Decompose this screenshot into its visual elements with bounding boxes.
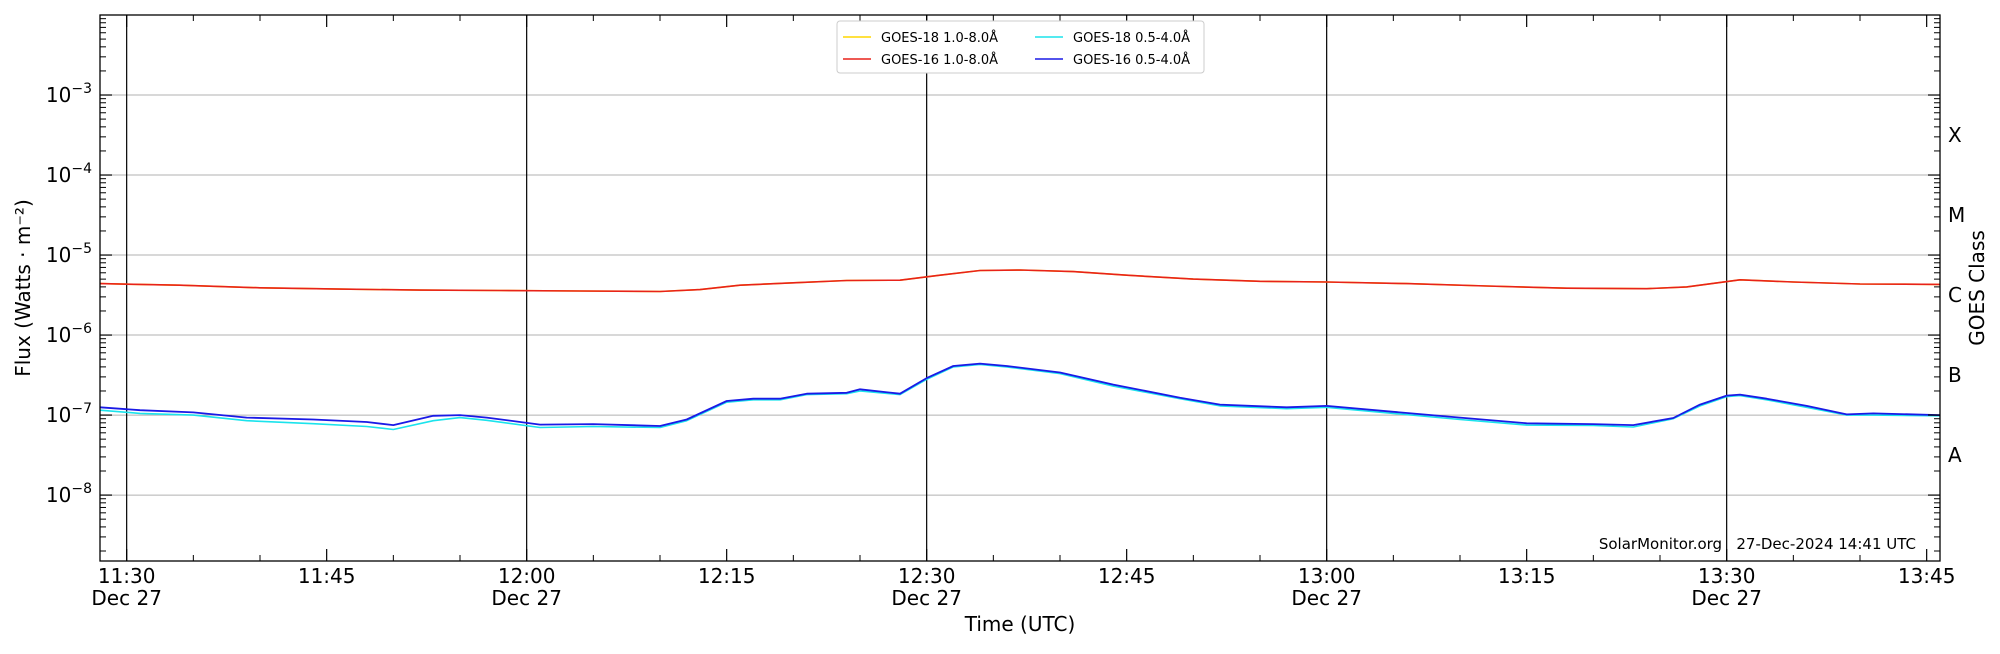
- x-tick-date-label: Dec 27: [1691, 586, 1762, 610]
- x-tick-label: 12:00: [498, 564, 556, 588]
- legend: GOES-18 1.0-8.0Å GOES-16 1.0-8.0Å GOES-18 …: [836, 20, 1205, 74]
- x-tick-label: 11:30: [98, 564, 156, 588]
- vertical-lines-layer: [126, 15, 1728, 561]
- x-axis-label: Time (UTC): [964, 612, 1076, 636]
- grid-layer: [100, 94, 1940, 496]
- y-tick-label: 10−6: [46, 321, 92, 347]
- x-tick-date-label: Dec 27: [91, 586, 162, 610]
- x-tick-date-label: Dec 27: [891, 586, 962, 610]
- legend-label: GOES-18 0.5-4.0Å: [1073, 30, 1190, 46]
- legend-box: [836, 20, 1205, 74]
- goes-class-label: X: [1948, 123, 1962, 147]
- y-tick-label: 10−3: [46, 81, 92, 107]
- legend-label: GOES-16 0.5-4.0Å: [1073, 52, 1190, 68]
- legend-items: GOES-18 1.0-8.0Å GOES-16 1.0-8.0Å GOES-18 …: [843, 30, 1190, 68]
- tick-layer: [100, 15, 1940, 561]
- x-tick-label: 12:45: [1098, 564, 1156, 588]
- y-tick-label: 10−5: [46, 241, 92, 267]
- y-axis-label: Flux (Watts · m⁻²): [11, 199, 35, 377]
- x-tick-label: 11:45: [298, 564, 356, 588]
- x-tick-date-label: Dec 27: [1291, 586, 1362, 610]
- x-tick-label: 12:15: [698, 564, 756, 588]
- legend-label: GOES-16 1.0-8.0Å: [881, 52, 998, 68]
- x-tick-label: 13:00: [1298, 564, 1356, 588]
- legend-label: GOES-18 1.0-8.0Å: [881, 30, 998, 46]
- series-line: [99, 362, 1941, 427]
- goes-class-label: M: [1948, 203, 1965, 227]
- x-tick-label: 13:15: [1498, 564, 1556, 588]
- goes-class-label: A: [1948, 443, 1962, 467]
- y-tick-label: 10−8: [46, 481, 92, 507]
- goes-class-axis-label: GOES Class: [1965, 230, 1989, 346]
- x-tick-label: 12:30: [898, 564, 956, 588]
- series-line: [99, 269, 1941, 293]
- goes-class-label: B: [1948, 363, 1962, 387]
- x-tick-date-label: Dec 27: [491, 586, 562, 610]
- plot-frame: [99, 14, 1941, 562]
- x-tick-label: 13:30: [1698, 564, 1756, 588]
- x-tick-label: 13:45: [1898, 564, 1956, 588]
- y-tick-label: 10−4: [46, 161, 92, 187]
- goes-class-label: C: [1948, 283, 1962, 307]
- credit-text: SolarMonitor.org 27-Dec-2024 14:41 UTC: [1599, 535, 1916, 553]
- series-layer: [99, 269, 1941, 431]
- y-tick-label: 10−7: [46, 401, 92, 427]
